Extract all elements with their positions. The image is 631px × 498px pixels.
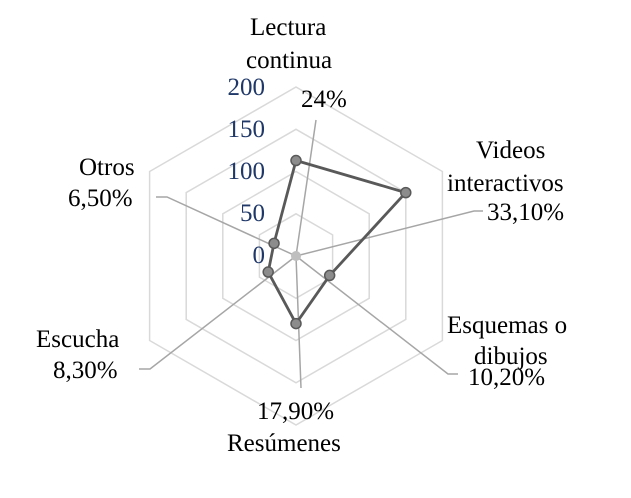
leader-line-0 <box>295 119 317 257</box>
pct-label-esquemas: 10,20% <box>468 364 546 391</box>
leader-line-2 <box>295 255 458 375</box>
series-line <box>266 159 408 326</box>
data-point-0 <box>290 154 302 167</box>
leader-line-1 <box>295 210 483 257</box>
leader-line-5 <box>156 196 297 257</box>
pct-label-resumenes: 17,90% <box>257 398 335 425</box>
grid-ring-200 <box>148 86 444 426</box>
data-point-2 <box>323 269 336 282</box>
grid-ring-100 <box>222 170 370 342</box>
pct-label-otros: 6,50% <box>68 185 133 212</box>
data-point-1 <box>400 186 412 199</box>
tick-label-150: 150 <box>227 116 266 143</box>
axis-label-escucha: Escucha <box>36 326 120 353</box>
axis-label-esquemas: Esquemas o <box>447 312 568 339</box>
pct-label-escucha: 8,30% <box>53 357 118 384</box>
axis-label-otros: Otros <box>79 154 135 181</box>
data-series <box>262 154 412 330</box>
axis-label-videos: Videos <box>476 137 546 164</box>
axis-label-resumenes: Resúmenes <box>227 430 341 457</box>
tick-label-100: 100 <box>227 158 266 185</box>
tick-label-0: 0 <box>252 242 266 269</box>
axis-label-lectura-2: continua <box>246 47 333 74</box>
label-leader-lines <box>139 119 483 389</box>
tick-label-50: 50 <box>240 200 265 227</box>
pct-label-lectura: 24% <box>301 86 347 113</box>
axis-label-esquemas-2: dibujos <box>474 343 548 370</box>
grid-ring-50 <box>258 212 334 300</box>
axis-label-lectura: Lectura <box>250 14 327 41</box>
pct-label-videos: 33,10% <box>487 199 565 226</box>
data-point-5 <box>268 237 280 250</box>
center-marker <box>291 251 301 261</box>
data-point-4 <box>262 266 274 278</box>
tick-label-200: 200 <box>227 74 266 101</box>
leader-line-4 <box>139 255 297 370</box>
axis-label-videos-2: interactivos <box>447 170 564 197</box>
data-point-3 <box>290 317 302 330</box>
